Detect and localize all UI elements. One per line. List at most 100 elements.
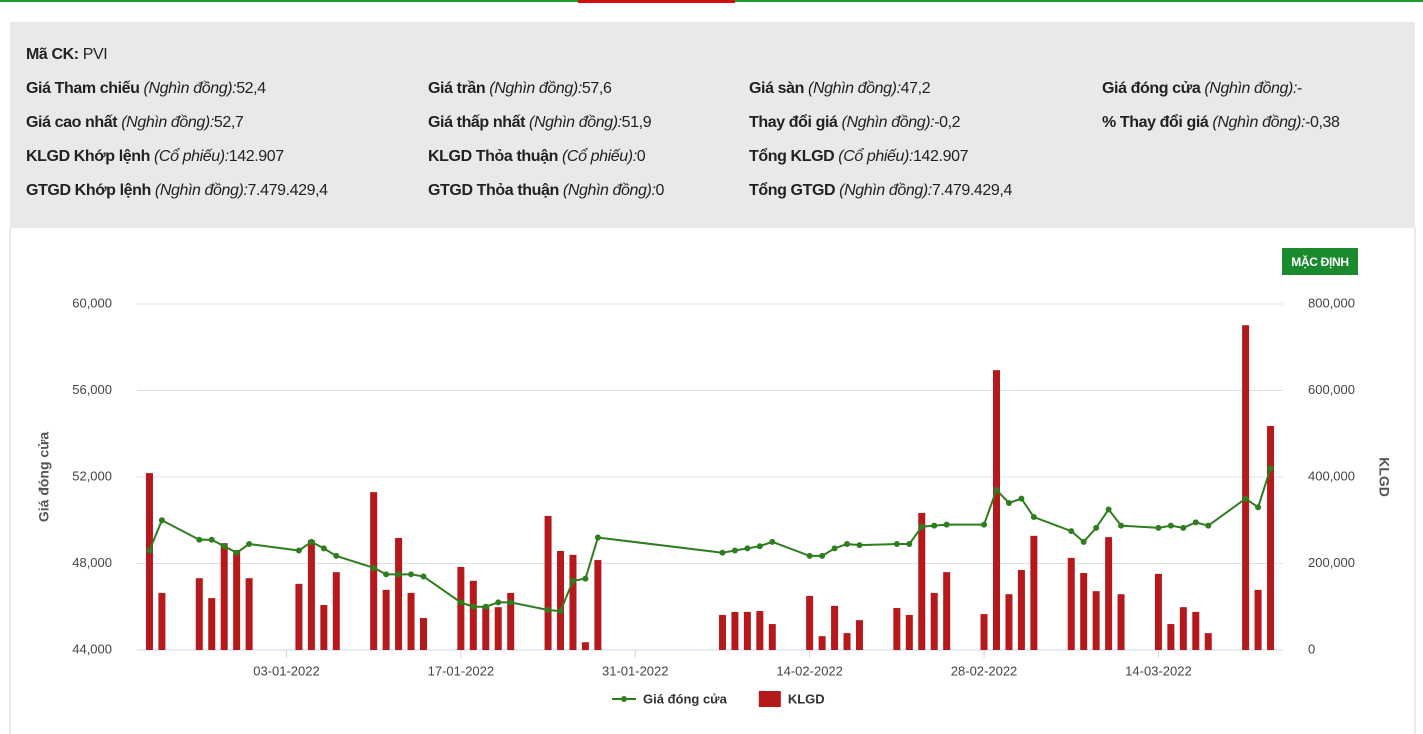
price-point [370, 564, 377, 571]
volume-bar [818, 636, 826, 650]
volume-bar [382, 589, 390, 650]
field-label: Giá cao nhất [26, 114, 118, 131]
field-label: Giá thấp nhất [428, 114, 526, 131]
field-value: 47,2 [900, 80, 931, 97]
volume-bar [1267, 425, 1275, 650]
price-point [918, 523, 925, 530]
price-point [196, 536, 203, 543]
x-tick-label: 03-01-2022 [253, 663, 320, 678]
legend-symbol [621, 696, 627, 702]
y2-tick-label: 0 [1308, 641, 1315, 656]
volume-bar [145, 473, 153, 650]
volume-bar [482, 607, 490, 650]
info-cell: GTGD Thỏa thuận (Nghìn đồng):0 [428, 182, 664, 200]
y2-axis-title: KLGD [1376, 457, 1392, 497]
volume-bar [743, 611, 751, 650]
y-tick-label: 44,000 [72, 641, 112, 656]
volume-bar [1105, 537, 1113, 650]
price-point [1080, 538, 1087, 545]
price-point [719, 549, 726, 556]
field-label: Tổng GTGD [749, 182, 836, 199]
price-line [148, 468, 1272, 613]
price-point [1267, 465, 1274, 472]
info-row: Mã CK: PVI [26, 46, 108, 68]
y-tick-label: 60,000 [72, 295, 112, 310]
info-cell: % Thay đổi giá (Nghìn đồng):-0,38 [1102, 114, 1340, 132]
volume-bar [1192, 611, 1200, 650]
volume-bar [806, 595, 814, 650]
field-unit: (Nghìn đồng): [808, 80, 901, 97]
volume-bar [1179, 607, 1187, 650]
price-point [208, 536, 215, 543]
volume-bar [1080, 573, 1088, 650]
price-point [246, 541, 253, 548]
volume-bar [831, 605, 839, 650]
field-value: 142.907 [913, 148, 969, 165]
price-point [569, 577, 576, 584]
default-button[interactable]: MẶC ĐỊNH [1282, 248, 1358, 275]
volume-bar [569, 554, 577, 650]
field-label: KLGD Khớp lệnh [26, 148, 150, 165]
field-unit: (Nghìn đồng): [562, 182, 656, 199]
price-point [1030, 514, 1037, 521]
price-point [295, 547, 302, 554]
field-unit: (Nghìn đồng): [1212, 114, 1306, 131]
volume-bar [1242, 325, 1250, 650]
volume-bar [457, 566, 465, 650]
field-value: 57,6 [581, 80, 612, 97]
volume-bar [407, 592, 415, 650]
field-label: Giá đóng cửa [1102, 80, 1201, 97]
volume-bar [469, 580, 477, 650]
field-label: Giá trần [428, 80, 486, 97]
price-point [893, 541, 900, 548]
symbol-label: Mã CK: [26, 46, 79, 63]
y-axis-title: Giá đóng cửa [36, 432, 52, 522]
price-point [1255, 504, 1262, 511]
price-point [146, 547, 153, 554]
price-point [1068, 528, 1075, 535]
field-unit: (Nghìn đồng): [143, 80, 237, 97]
field-label: Giá sàn [749, 80, 805, 97]
volume-bar [220, 543, 228, 650]
price-point [1093, 524, 1100, 531]
field-value: -0,2 [934, 114, 961, 131]
volume-bar [918, 512, 926, 650]
volume-bar [905, 614, 913, 650]
price-point [1155, 524, 1162, 531]
price-point [594, 534, 601, 541]
price-point [495, 599, 502, 606]
x-tick-label: 28-02-2022 [951, 663, 1018, 678]
price-point [1192, 519, 1199, 526]
volume-bar [307, 540, 315, 650]
field-unit: (Cổ phiếu): [562, 148, 637, 165]
price-point [333, 552, 340, 559]
price-point [831, 545, 838, 552]
price-point [1105, 506, 1112, 513]
y2-tick-label: 400,000 [1308, 468, 1355, 483]
price-point [1005, 499, 1012, 506]
volume-bar [1030, 535, 1038, 650]
field-value: 52,7 [213, 114, 244, 131]
volume-bar [731, 611, 739, 650]
field-value: 0 [636, 148, 646, 165]
price-point [482, 603, 489, 610]
info-cell: Giá cao nhất (Nghìn đồng):52,7 [26, 114, 244, 132]
volume-bar [756, 611, 764, 650]
volume-bar [158, 592, 166, 650]
price-point [756, 543, 763, 550]
price-point [806, 552, 813, 559]
volume-bar [855, 620, 863, 650]
volume-bar [245, 578, 253, 650]
price-point [1118, 522, 1125, 529]
price-point [744, 545, 751, 552]
price-point [731, 547, 738, 554]
price-point [993, 486, 1000, 493]
price-point [1180, 524, 1187, 531]
info-cell: KLGD Khớp lệnh (Cổ phiếu):142.907 [26, 148, 284, 166]
price-point [819, 552, 826, 559]
field-label: Thay đổi giá [749, 114, 838, 131]
field-value: 7.479.429,4 [931, 182, 1013, 199]
price-point [470, 603, 477, 610]
field-value: 7.479.429,4 [247, 182, 329, 199]
